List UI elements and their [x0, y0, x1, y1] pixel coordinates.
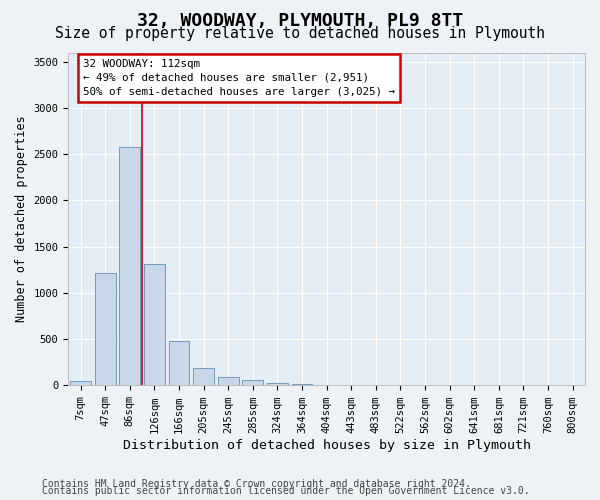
Text: 32, WOODWAY, PLYMOUTH, PL9 8TT: 32, WOODWAY, PLYMOUTH, PL9 8TT [137, 12, 463, 30]
Bar [218, 376, 239, 386]
Bar [169, 341, 190, 386]
Text: Contains HM Land Registry data © Crown copyright and database right 2024.: Contains HM Land Registry data © Crown c… [42, 479, 471, 489]
X-axis label: Distribution of detached houses by size in Plymouth: Distribution of detached houses by size … [122, 440, 530, 452]
Text: Size of property relative to detached houses in Plymouth: Size of property relative to detached ho… [55, 26, 545, 41]
Text: 32 WOODWAY: 112sqm
← 49% of detached houses are smaller (2,951)
50% of semi-deta: 32 WOODWAY: 112sqm ← 49% of detached hou… [83, 59, 395, 97]
Bar [242, 380, 263, 386]
Bar [144, 264, 165, 386]
Bar [95, 272, 116, 386]
Bar [292, 384, 313, 386]
Text: Contains public sector information licensed under the Open Government Licence v3: Contains public sector information licen… [42, 486, 530, 496]
Bar [267, 382, 288, 386]
Bar [119, 147, 140, 386]
Bar [70, 380, 91, 386]
Bar [193, 368, 214, 386]
Y-axis label: Number of detached properties: Number of detached properties [15, 116, 28, 322]
